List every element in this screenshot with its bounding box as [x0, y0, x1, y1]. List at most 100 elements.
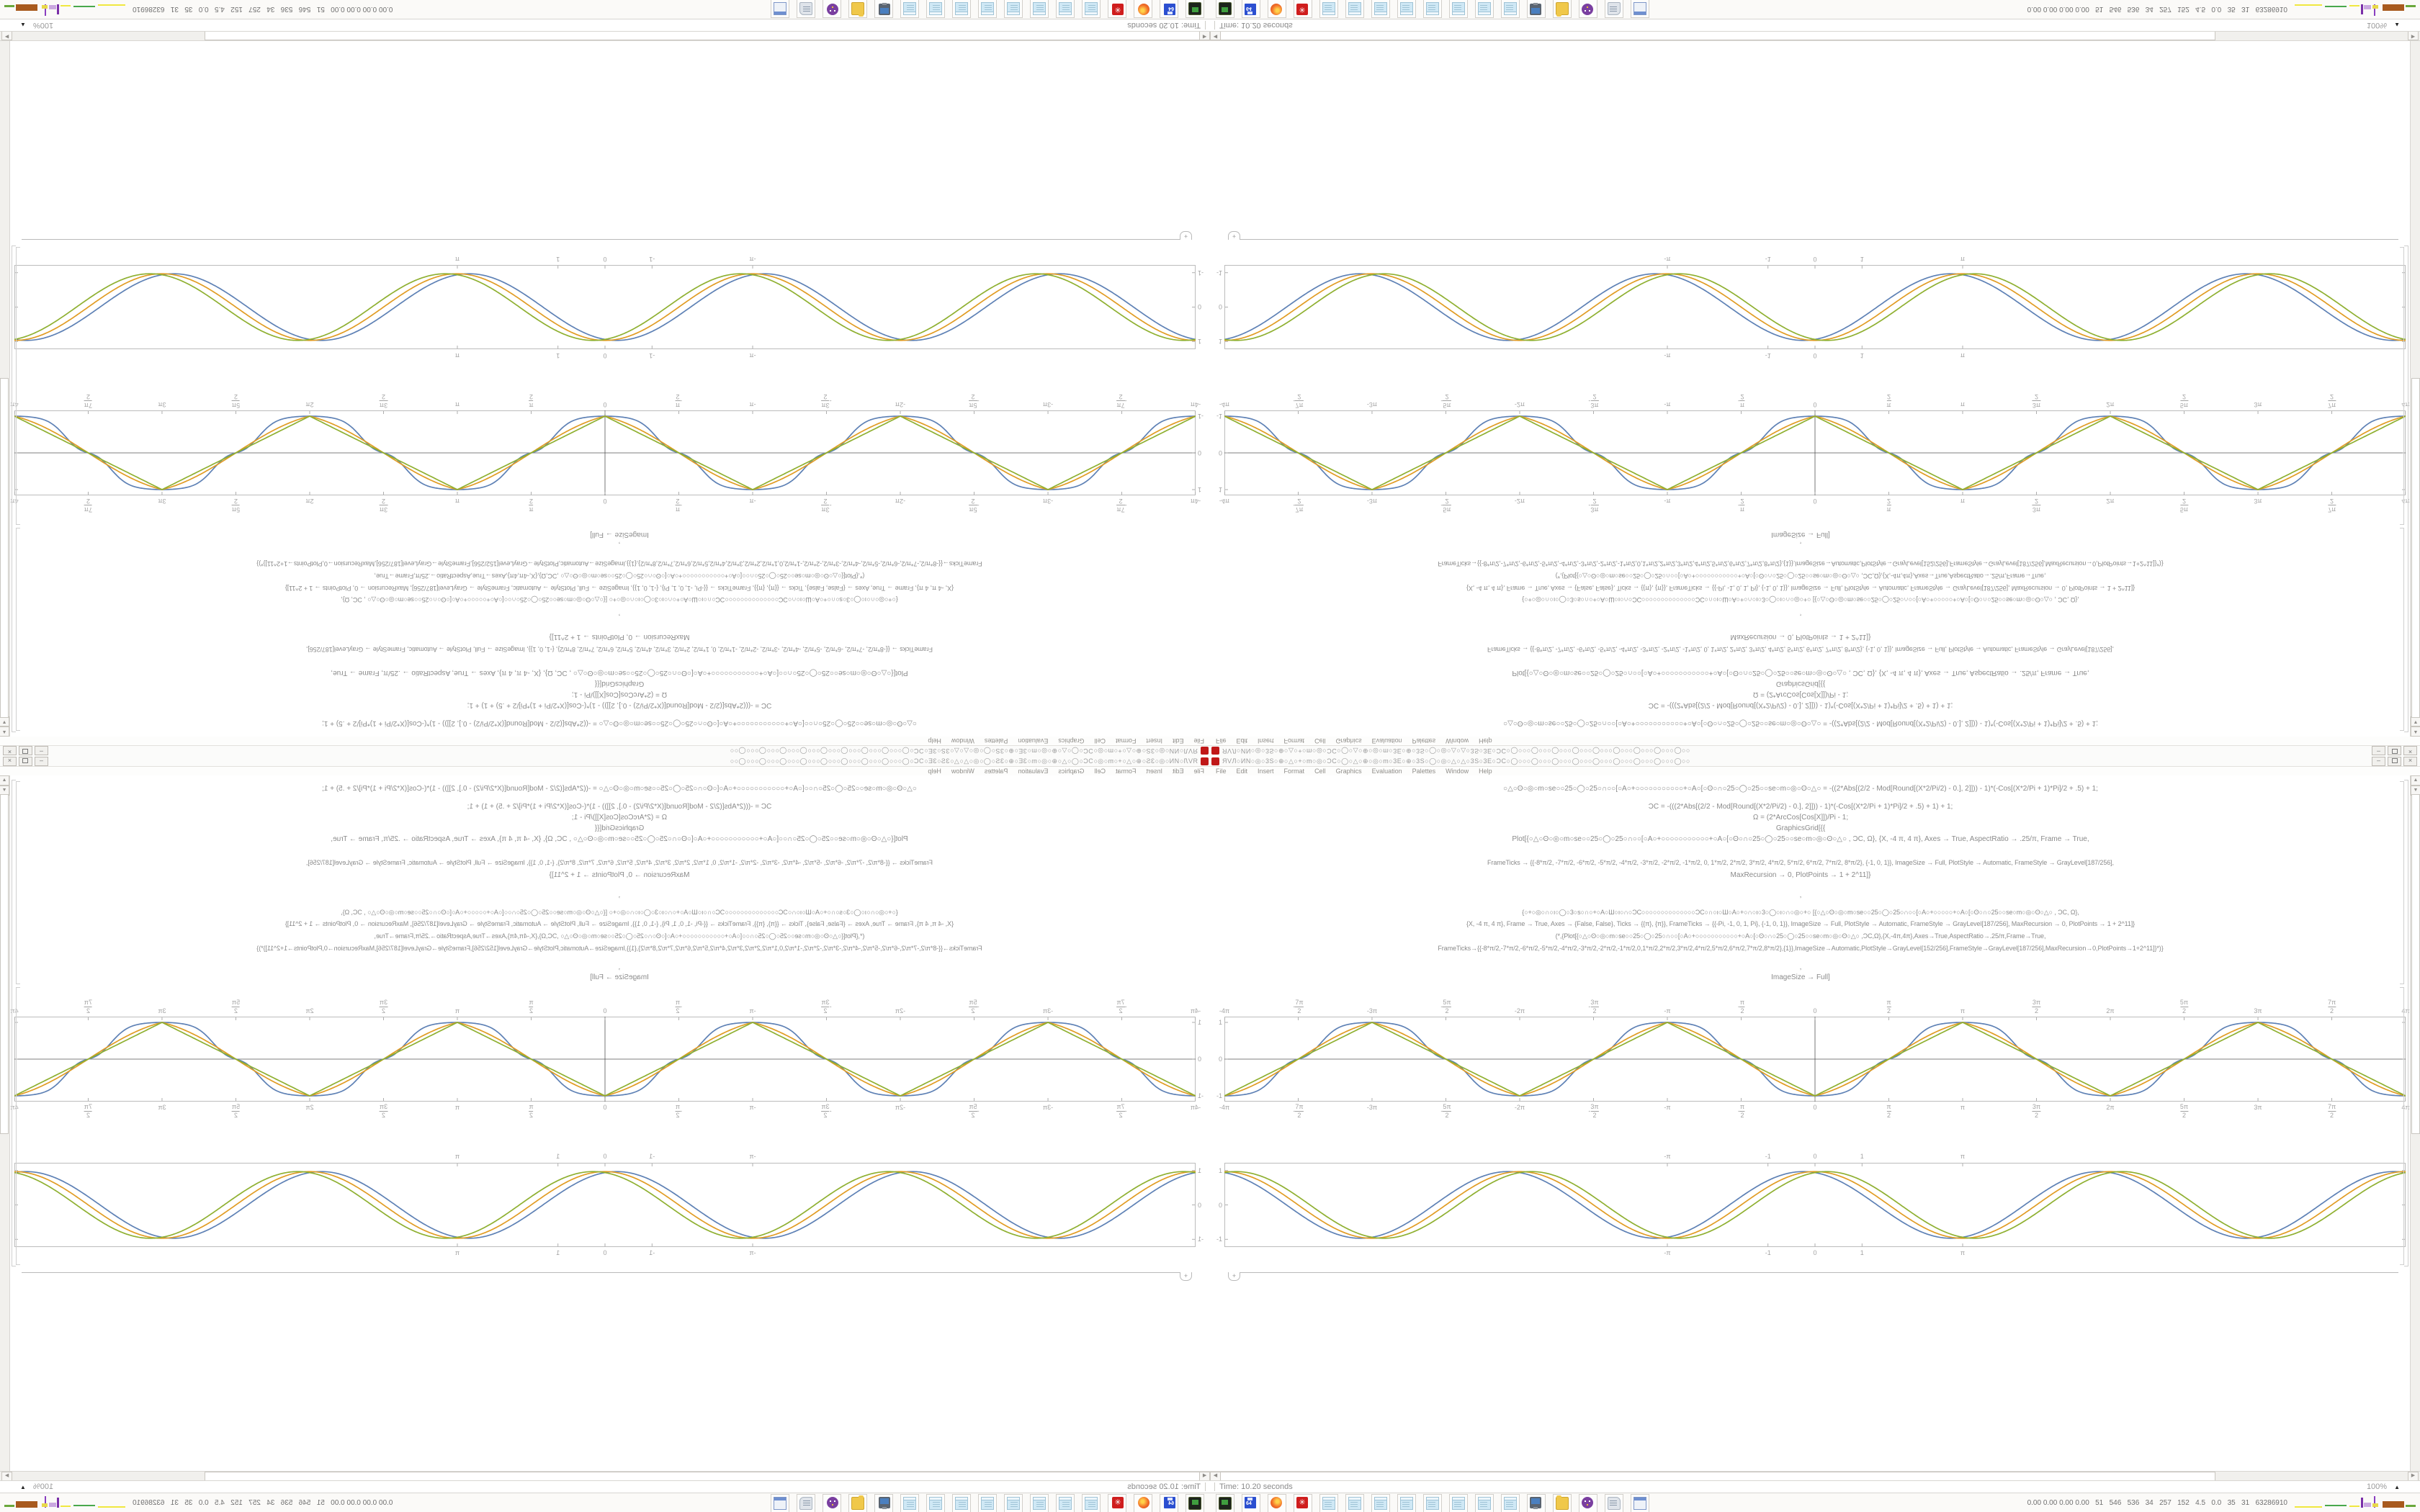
vertical-scrollbar[interactable]: ▲ ▼	[2410, 775, 2420, 1471]
launcher-notepad-icon[interactable]	[1056, 1493, 1075, 1512]
code-line-12[interactable]: FrameTicks→{{-8*π/2,-7*π/2,-6*π/2,-5*π/2…	[1438, 945, 2164, 952]
code-line-2[interactable]: ƆC = -(((2*Abs[(2/2 - Mod[Round[(X*2/Pi/…	[1648, 803, 1953, 811]
menu-evaluation[interactable]: Evaluation	[1018, 737, 1049, 744]
launcher-scroll-document-icon[interactable]	[1605, 0, 1623, 19]
menu-insert[interactable]: Insert	[1258, 768, 1274, 775]
menu-format[interactable]: Format	[1283, 737, 1305, 744]
cell-group-bracket[interactable]	[2404, 780, 2408, 1266]
minimize-button[interactable]: –	[35, 756, 48, 766]
code-line-7[interactable]: MaxRecursion → 0, PlotPoints → 1 + 2^11]…	[1730, 633, 1871, 641]
magnification-control[interactable]: 100% ▲	[2367, 1482, 2400, 1491]
vertical-scroll-thumb[interactable]	[0, 794, 9, 1134]
code-line-7[interactable]: MaxRecursion → 0, PlotPoints → 1 + 2^11]…	[549, 633, 690, 641]
code-line-4[interactable]: GraphicsGrid[{{	[594, 824, 645, 832]
notebook-content[interactable]: ○△○ʘ○◎○m○se○○25○◯○25○∩○○[○A○+○○○○○○○○○○○…	[1210, 41, 2410, 737]
menu-window[interactable]: Window	[951, 737, 974, 744]
code-line-6[interactable]: FrameTicks → {{-8*π/2, -7*π/2, -6*π/2, -…	[1487, 859, 2114, 866]
close-button[interactable]: ×	[2403, 746, 2417, 756]
launcher-face-purple-icon[interactable]	[1579, 1493, 1597, 1512]
menu-edit[interactable]: Edit	[1236, 768, 1248, 775]
restore-button[interactable]	[2388, 746, 2401, 756]
launcher-window-blue-icon[interactable]	[771, 1493, 789, 1512]
horizontal-scrollbar[interactable]: ◀ ▶	[1210, 31, 2420, 41]
launcher-terminal-dark-icon[interactable]	[1216, 1493, 1234, 1512]
close-button[interactable]: ×	[3, 746, 17, 756]
code-line-4[interactable]: GraphicsGrid[{{	[1775, 824, 1826, 832]
launcher-notepad-icon[interactable]	[1082, 1493, 1101, 1512]
launcher-folder-yellow-icon[interactable]	[1553, 0, 1572, 19]
launcher-notepad-icon[interactable]	[1371, 0, 1390, 19]
cell-insertion-plus-icon[interactable]: +	[1228, 1272, 1240, 1281]
restore-button[interactable]	[19, 746, 32, 756]
vertical-scrollbar[interactable]: ▲ ▼	[0, 41, 10, 737]
scroll-up-icon[interactable]: ▲	[2411, 775, 2420, 786]
window-titlebar[interactable]: ЯVЛ○ИN○◎○3S○⊕○△○+○m○◎○ƆC○◯○△○⊕○◎○m○3E○⊕○…	[0, 745, 1210, 756]
menu-help[interactable]: Help	[928, 768, 941, 775]
menu-graphics[interactable]: Graphics	[1335, 737, 1362, 744]
horizontal-scroll-thumb[interactable]	[205, 31, 1200, 40]
launcher-notepad-icon[interactable]	[900, 1493, 919, 1512]
code-line-1[interactable]: ○△○ʘ○◎○m○se○○25○◯○25○∩○○[○A○+○○○○○○○○○○○…	[322, 785, 917, 793]
code-line-4[interactable]: GraphicsGrid[{{	[1775, 680, 1826, 688]
horizontal-scroll-thumb[interactable]	[1220, 31, 2215, 40]
cell-insertion-plus-icon[interactable]: +	[1228, 231, 1240, 240]
launcher-window-blue-icon[interactable]	[771, 0, 789, 19]
magnification-control[interactable]: 100% ▲	[2367, 21, 2400, 30]
magnification-control[interactable]: 100% ▲	[20, 21, 53, 30]
code-line-8[interactable]: ,	[618, 891, 621, 899]
launcher-gear-red-icon[interactable]: ✳	[1108, 1493, 1126, 1512]
zoom-popup-arrow-icon[interactable]: ▲	[20, 22, 26, 29]
minimize-button[interactable]: –	[2372, 746, 2385, 756]
menu-edit[interactable]: Edit	[1236, 737, 1248, 744]
code-line-7[interactable]: MaxRecursion → 0, PlotPoints → 1 + 2^11]…	[549, 871, 690, 879]
input-cell-bracket[interactable]	[2400, 781, 2404, 984]
menu-evaluation[interactable]: Evaluation	[1371, 737, 1402, 744]
launcher-scroll-document-icon[interactable]	[1605, 1493, 1623, 1512]
restore-button[interactable]	[19, 756, 32, 766]
launcher-scroll-document-icon[interactable]	[797, 1493, 815, 1512]
window-titlebar[interactable]: ЯVЛ○ИN○◎○3S○⊕○△○+○m○◎○ƆC○◯○△○⊕○◎○m○3E○⊕○…	[0, 756, 1210, 767]
code-line-5[interactable]: Plot[{○△○ʘ○◎○m○se○○25○◯○25○∩○○[○A○+○○○○○…	[331, 669, 908, 677]
launcher-notepad-icon[interactable]	[1319, 0, 1338, 19]
launcher-folder-yellow-icon[interactable]	[848, 1493, 867, 1512]
code-line-3[interactable]: Ω = (2*ArcCos[Cos[X]])/Pi - 1;	[1752, 690, 1849, 698]
launcher-firefox-icon[interactable]	[1268, 1493, 1286, 1512]
notebook-content[interactable]: ○△○ʘ○◎○m○se○○25○◯○25○∩○○[○A○+○○○○○○○○○○○…	[1210, 775, 2410, 1471]
launcher-notepad-icon[interactable]	[1501, 0, 1520, 19]
code-line-2[interactable]: ƆC = -(((2*Abs[(2/2 - Mod[Round[(X*2/Pi/…	[467, 701, 772, 709]
code-line-5[interactable]: Plot[{○△○ʘ○◎○m○se○○25○◯○25○∩○○[○A○+○○○○○…	[1512, 835, 2089, 843]
launcher-monitor-icon[interactable]	[874, 1493, 893, 1512]
code-line-12[interactable]: FrameTicks→{{-8*π/2,-7*π/2,-6*π/2,-5*π/2…	[1438, 560, 2164, 567]
code-line-3[interactable]: Ω = (2*ArcCos[Cos[X]])/Pi - 1;	[571, 814, 668, 822]
output-cell-bracket[interactable]	[16, 987, 20, 1265]
zoom-popup-arrow-icon[interactable]: ▲	[2394, 1483, 2400, 1490]
menu-edit[interactable]: Edit	[1172, 768, 1184, 775]
code-line-6[interactable]: FrameTicks → {{-8*π/2, -7*π/2, -6*π/2, -…	[306, 859, 933, 866]
code-line-10[interactable]: {X, -4 π, 4 π}, Frame → True, Axes → {Fa…	[284, 585, 954, 592]
code-line-14[interactable]: ImageSize → Full]	[1771, 973, 1830, 981]
launcher-notepad-icon[interactable]	[1501, 1493, 1520, 1512]
launcher-notepad-icon[interactable]	[1004, 0, 1023, 19]
menu-graphics[interactable]: Graphics	[1058, 768, 1085, 775]
launcher-firefox-icon[interactable]	[1268, 0, 1286, 19]
zoom-popup-arrow-icon[interactable]: ▲	[2394, 22, 2400, 29]
launcher-notepad-icon[interactable]	[1371, 1493, 1390, 1512]
code-line-12[interactable]: FrameTicks→{{-8*π/2,-7*π/2,-6*π/2,-5*π/2…	[256, 945, 982, 952]
launcher-firefox-icon[interactable]	[1134, 0, 1152, 19]
horizontal-scrollbar[interactable]: ◀ ▶	[1210, 1471, 2420, 1481]
restore-button[interactable]	[2388, 756, 2401, 766]
code-line-9[interactable]: {○+○◎○∩○ı○◯○3○s○∩○+○A○Ш○ı○∩○ƆC○○○○○○○○○○…	[1522, 596, 2079, 603]
launcher-notepad-icon[interactable]	[978, 0, 997, 19]
code-line-1[interactable]: ○△○ʘ○◎○m○se○○25○◯○25○∩○○[○A○+○○○○○○○○○○○…	[322, 719, 917, 727]
window-menu-icon[interactable]	[1211, 747, 1219, 755]
code-line-14[interactable]: ImageSize → Full]	[590, 973, 649, 981]
menu-insert[interactable]: Insert	[1146, 737, 1162, 744]
launcher-folder-yellow-icon[interactable]	[1553, 1493, 1572, 1512]
launcher-firefox-icon[interactable]	[1134, 1493, 1152, 1512]
code-line-2[interactable]: ƆC = -(((2*Abs[(2/2 - Mod[Round[(X*2/Pi/…	[1648, 701, 1953, 709]
code-line-13[interactable]: ,	[1799, 541, 1802, 549]
menu-cell[interactable]: Cell	[1094, 768, 1106, 775]
output-cell-bracket[interactable]	[16, 247, 20, 525]
code-line-2[interactable]: ƆC = -(((2*Abs[(2/2 - Mod[Round[(X*2/Pi/…	[467, 803, 772, 811]
launcher-face-purple-icon[interactable]	[823, 0, 841, 19]
